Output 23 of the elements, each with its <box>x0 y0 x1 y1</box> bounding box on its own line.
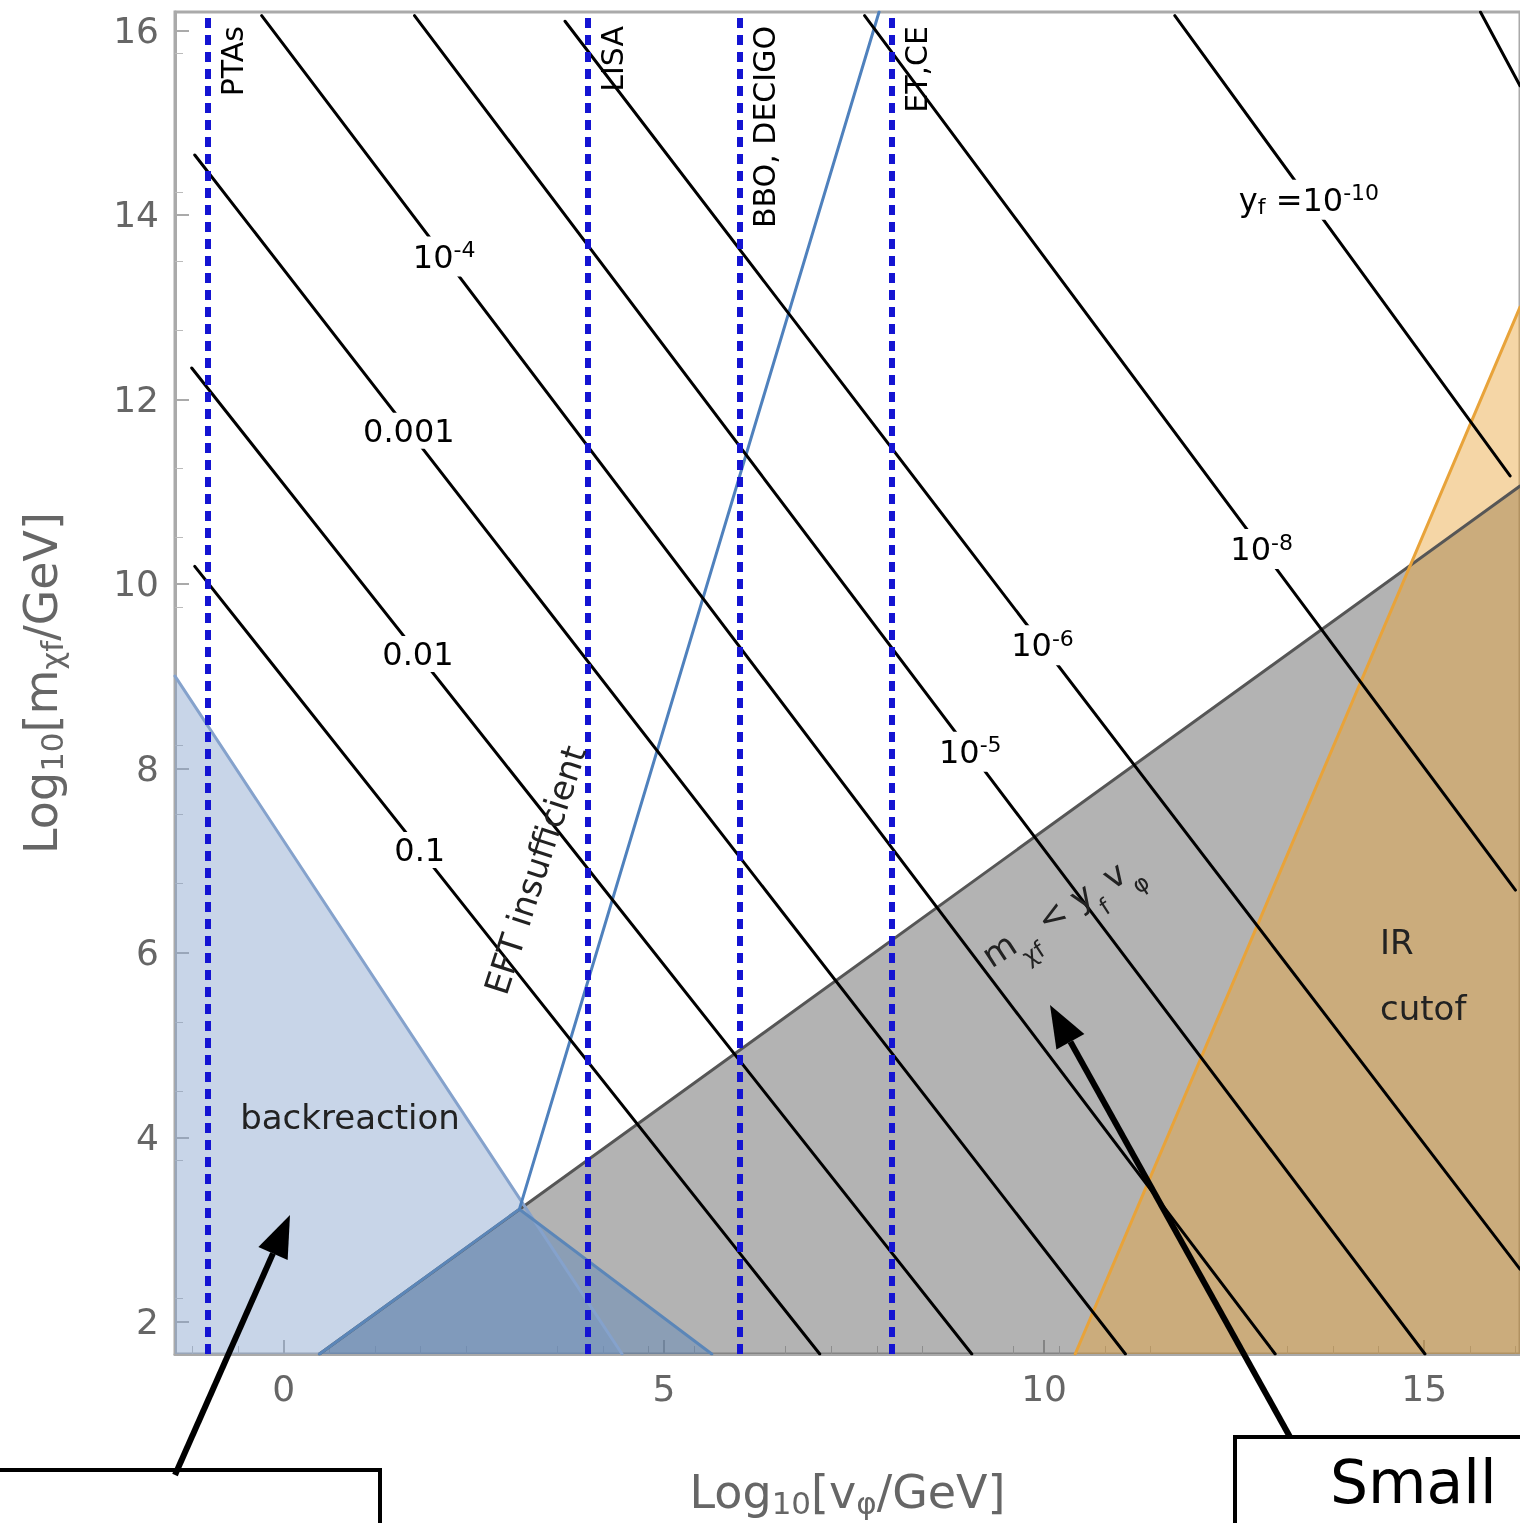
x-tick-label: 15 <box>1401 1367 1448 1409</box>
y-tick-label: 6 <box>136 932 159 974</box>
ref-line-label: PTAs <box>215 26 251 97</box>
ref-line-label: LISA <box>595 25 631 92</box>
y-tick-label: 4 <box>136 1116 159 1158</box>
annotation: backreaction <box>240 1097 460 1137</box>
y-tick-label: 8 <box>136 747 159 789</box>
ref-line-label: BBO, DECIGO <box>747 26 783 229</box>
series-label: 0.001 <box>363 411 455 450</box>
y-tick-label: 10 <box>113 563 159 605</box>
y-axis-title: Log10[mχf/GeV] <box>14 511 70 855</box>
y-tick-label: 16 <box>113 9 159 51</box>
text: Small <box>1330 1447 1497 1517</box>
annotation: IR cutof <box>1380 922 1468 1028</box>
y-tick-label: 2 <box>136 1301 159 1343</box>
series-label: 0.1 <box>394 830 446 869</box>
y-tick-label: 12 <box>113 378 159 420</box>
y-tick-label: 14 <box>113 194 159 236</box>
x-tick-label: 0 <box>272 1367 296 1409</box>
x-tick-label: 10 <box>1021 1367 1067 1409</box>
series-label: 0.01 <box>382 634 454 673</box>
ref-line-label: ET,CE <box>899 26 935 113</box>
x-tick-label: 5 <box>652 1367 676 1409</box>
